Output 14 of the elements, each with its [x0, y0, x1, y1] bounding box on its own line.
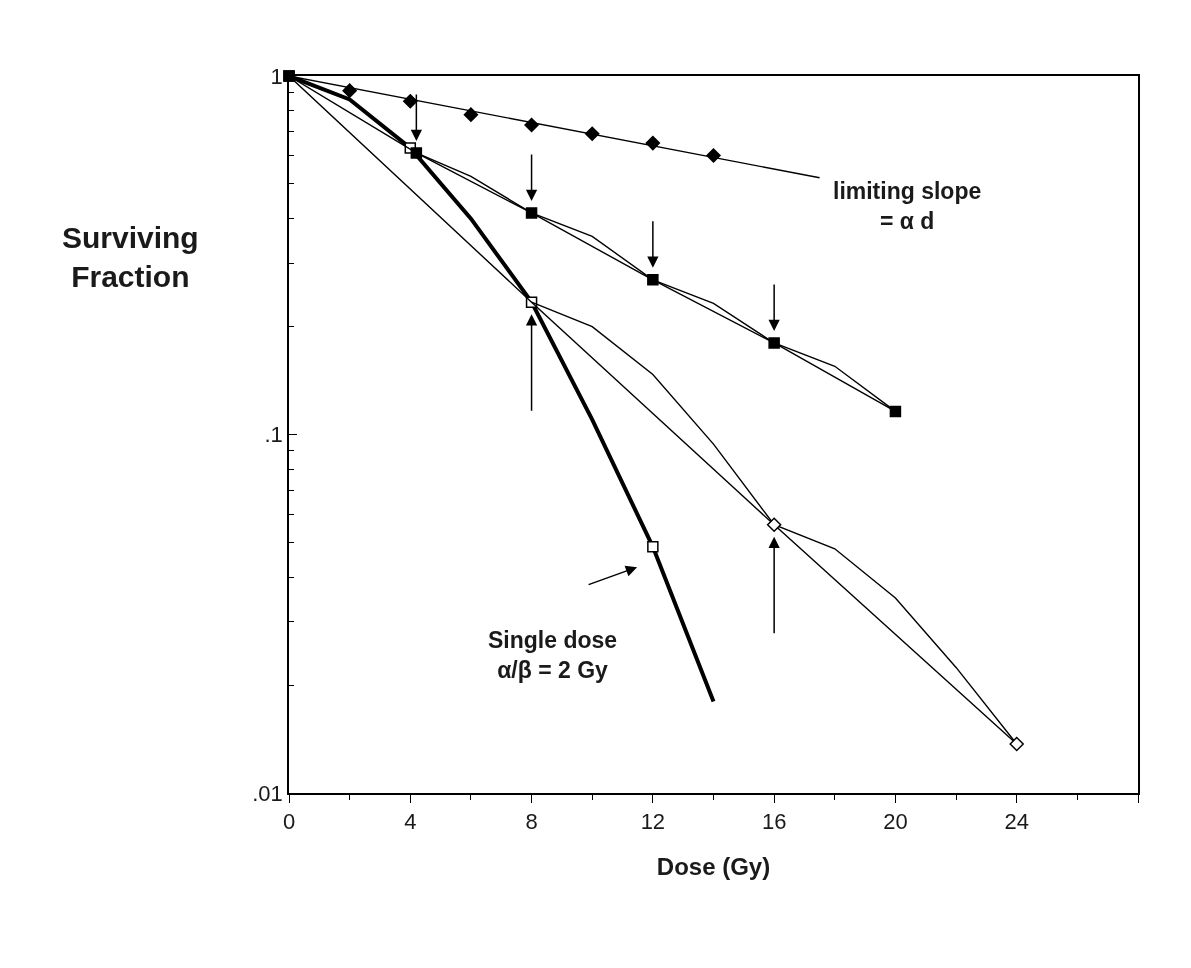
- y-tick-label: .1: [264, 422, 283, 448]
- x-tick-label: 24: [1004, 809, 1029, 835]
- x-tick-label: 20: [883, 809, 908, 835]
- x-tick-label: 4: [404, 809, 417, 835]
- y-axis-title: Surviving Fraction: [62, 221, 199, 293]
- x-axis-title: Dose (Gy): [656, 852, 771, 880]
- y-tick-label: 1: [270, 63, 283, 89]
- annotation: limiting slope = α d: [833, 178, 982, 234]
- x-tick-label: 16: [761, 809, 787, 835]
- annotation: Single dose α/β = 2 Gy: [488, 627, 618, 683]
- x-tick-label: 8: [525, 809, 538, 835]
- y-tick-label: .01: [252, 780, 283, 806]
- x-tick-label: 0: [282, 809, 296, 835]
- x-tick-label: 12: [640, 809, 666, 835]
